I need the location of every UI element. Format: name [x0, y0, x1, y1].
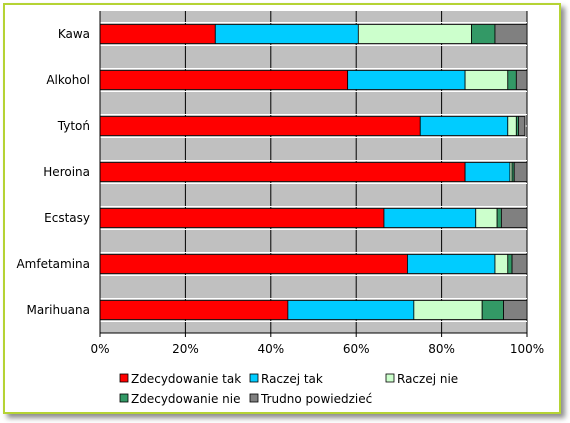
category-labels: Kawa Alkohol Tytoń Heroina Ecstasy Amfetamina… — [16, 27, 90, 317]
category-label: Ecstasy — [44, 211, 90, 225]
legend-swatch — [119, 393, 129, 403]
category-label: Tytoń — [57, 119, 90, 133]
x-tick-label: 60% — [343, 342, 370, 356]
x-tick-label: 40% — [257, 342, 284, 356]
legend: Zdecydowanie tak Raczej tak Raczej nie Zdec… — [119, 372, 458, 406]
legend-label: Zdecydowanie tak — [131, 372, 241, 386]
legend-label: Raczej nie — [397, 372, 458, 386]
legend-label: Zdecydowanie nie — [131, 392, 241, 406]
bar-segment — [471, 24, 496, 44]
bar-segment — [419, 116, 509, 136]
bar-segment — [357, 24, 472, 44]
bar-segment — [464, 162, 511, 182]
bar-segment — [464, 70, 509, 90]
bar-segment — [494, 254, 509, 274]
category-label: Alkohol — [46, 73, 90, 87]
x-tick-labels: 0% 20% 40% 60% 80% 100% — [90, 333, 544, 356]
bar-segment — [383, 208, 477, 228]
category-label: Marihuana — [27, 303, 91, 317]
bar-segment — [496, 208, 502, 228]
bar-segment — [413, 300, 483, 320]
x-tick-label: 0% — [90, 342, 109, 356]
bar-segment — [214, 24, 359, 44]
legend-swatch — [119, 373, 129, 383]
bar-segment — [481, 300, 504, 320]
bar-segment — [507, 116, 517, 136]
bar-segment — [99, 254, 408, 274]
category-label: Amfetamina — [16, 257, 90, 271]
legend-swatch — [385, 373, 395, 383]
bar-segment — [507, 70, 517, 90]
bar-segment — [99, 116, 421, 136]
bar-segment — [513, 162, 528, 182]
bar-segment — [287, 300, 415, 320]
bar-segment — [99, 24, 216, 44]
legend-swatch — [249, 393, 259, 403]
bar-segment — [515, 70, 528, 90]
bar-segment — [500, 208, 528, 228]
bar-segment — [475, 208, 498, 228]
legend-label: Trudno powiedzieć — [260, 392, 372, 406]
category-label: Heroina — [43, 165, 90, 179]
legend-label: Raczej tak — [261, 372, 323, 386]
legend-swatch — [249, 373, 259, 383]
bar-segment — [99, 300, 289, 320]
x-tick-label: 20% — [172, 342, 199, 356]
bar-segment — [503, 300, 528, 320]
bar-segment — [99, 208, 385, 228]
x-tick-label: 80% — [428, 342, 455, 356]
bar-segment — [99, 162, 466, 182]
bar-segment — [347, 70, 466, 90]
axes — [99, 11, 527, 334]
bar-segment — [494, 24, 528, 44]
x-tick-label: 100% — [510, 342, 544, 356]
bar-segment — [507, 254, 513, 274]
bar-segment — [518, 116, 526, 136]
bar-segment — [99, 70, 349, 90]
bar-segment — [407, 254, 496, 274]
category-label: Kawa — [58, 27, 90, 41]
bar-segment — [511, 254, 528, 274]
